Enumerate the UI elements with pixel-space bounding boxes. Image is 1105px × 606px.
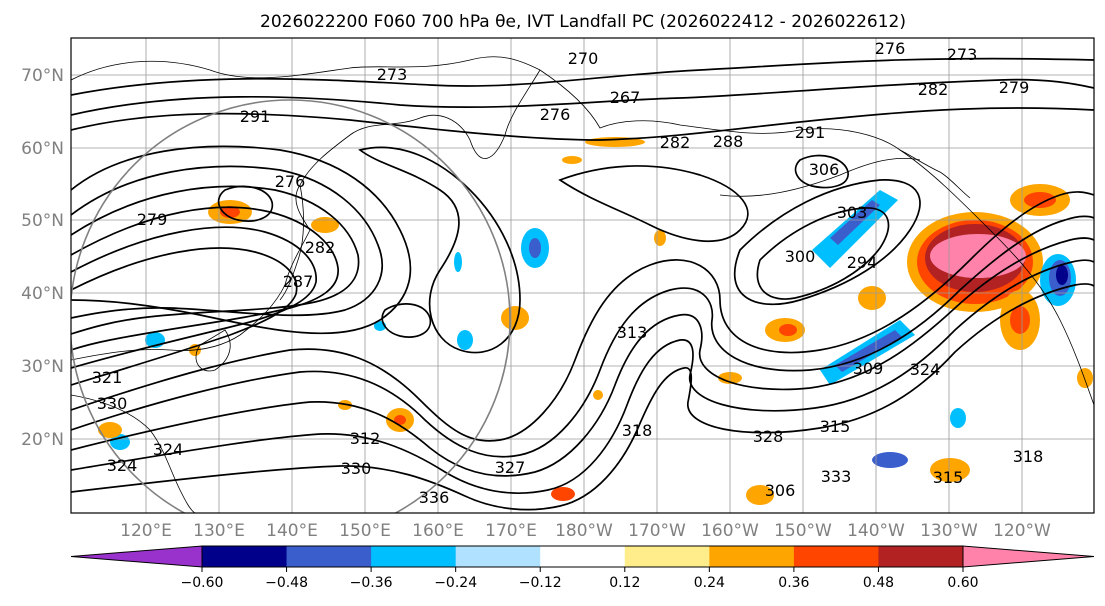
contour-label: 315 bbox=[820, 417, 851, 436]
colorbar-cell bbox=[371, 546, 457, 567]
lon-label: 120°W bbox=[993, 521, 1051, 541]
lat-label: 30°N bbox=[21, 357, 64, 377]
colorbar: −0.60 −0.48 −0.36 −0.24 −0.12 0.12 0.24 0.36 0.4… bbox=[70, 545, 1095, 591]
contour-label: 288 bbox=[713, 132, 744, 151]
contour-label: 276 bbox=[540, 105, 571, 124]
colorbar-border bbox=[201, 545, 964, 568]
lon-label: 160°E bbox=[412, 521, 464, 541]
lon-label: 140°E bbox=[266, 521, 318, 541]
colorbar-extend-high bbox=[962, 545, 1095, 568]
contour-label: 282 bbox=[660, 133, 691, 152]
colorbar-cell bbox=[202, 546, 288, 567]
contour-label: 279 bbox=[137, 210, 168, 229]
contour-label: 279 bbox=[999, 78, 1030, 97]
contour-label: 327 bbox=[495, 458, 526, 477]
colorbar-ticks: −0.60 −0.48 −0.36 −0.24 −0.12 0.12 0.24 0.36 0.4… bbox=[181, 567, 979, 591]
contour-label: 324 bbox=[153, 440, 184, 459]
lat-label: 60°N bbox=[21, 139, 64, 159]
contour-label: 333 bbox=[821, 467, 852, 486]
contour-labels: 270 273 276 273 279 267 276 282 291 282 … bbox=[92, 39, 1044, 507]
contour-label: 267 bbox=[610, 88, 641, 107]
lon-label: 160°W bbox=[701, 521, 759, 541]
colorbar-tick-label: 0.60 bbox=[947, 575, 978, 591]
contour-label: 282 bbox=[305, 238, 336, 257]
colorbar-tick-label: −0.12 bbox=[519, 575, 562, 591]
contour-label: 315 bbox=[933, 468, 964, 487]
lat-label: 50°N bbox=[21, 211, 64, 231]
contour-label: 324 bbox=[910, 360, 941, 379]
lon-label: 180°W bbox=[555, 521, 613, 541]
colorbar-cell bbox=[793, 546, 879, 567]
coastlines bbox=[71, 56, 1094, 513]
lat-label: 20°N bbox=[21, 430, 64, 450]
contour-label: 313 bbox=[617, 323, 648, 342]
contour-label: 330 bbox=[97, 394, 128, 413]
map-frame bbox=[70, 37, 1095, 514]
lat-label: 40°N bbox=[21, 284, 64, 304]
lon-label: 120°E bbox=[120, 521, 172, 541]
colorbar-tick-label: −0.36 bbox=[350, 575, 393, 591]
lon-label: 150°E bbox=[339, 521, 391, 541]
contour-label: 321 bbox=[92, 368, 123, 387]
lon-label: 140°W bbox=[847, 521, 905, 541]
contour-label: 330 bbox=[341, 459, 372, 478]
map-title: 2026022200 F060 700 hPa θe, IVT Landfall… bbox=[260, 12, 906, 32]
theta-e-contours bbox=[71, 57, 1094, 511]
latitude-labels: 70°N 60°N 50°N 40°N 30°N 20°N bbox=[21, 66, 64, 450]
colorbar-cell bbox=[455, 546, 541, 567]
contour-label: 287 bbox=[283, 272, 314, 291]
contour-label: 300 bbox=[785, 247, 816, 266]
contour-label: 276 bbox=[875, 39, 906, 58]
colorbar-tick-label: 0.24 bbox=[694, 575, 725, 591]
contour-label: 303 bbox=[837, 203, 868, 222]
contour-label: 318 bbox=[622, 421, 653, 440]
contour-label: 312 bbox=[350, 429, 381, 448]
lon-label: 130°W bbox=[920, 521, 978, 541]
contour-label: 318 bbox=[1013, 447, 1044, 466]
longitude-labels: 120°E 130°E 140°E 150°E 160°E 170°E 180°… bbox=[120, 521, 1051, 541]
colorbar-tick-label: 0.36 bbox=[778, 575, 809, 591]
colorbar-extend-low bbox=[70, 545, 203, 568]
colorbar-cell bbox=[624, 546, 710, 567]
contour-label: 291 bbox=[795, 123, 826, 142]
colorbar-cell bbox=[878, 546, 964, 567]
contour-label: 336 bbox=[419, 488, 450, 507]
colorbar-tick-label: 0.48 bbox=[863, 575, 894, 591]
colorbar-tick-label: −0.24 bbox=[434, 575, 477, 591]
colorbar-cells bbox=[70, 545, 1095, 568]
contour-label: 306 bbox=[765, 481, 796, 500]
colorbar-tick-label: −0.60 bbox=[181, 575, 224, 591]
contour-label: 291 bbox=[240, 107, 271, 126]
colorbar-cell bbox=[286, 546, 372, 567]
reference-circle bbox=[71, 99, 511, 513]
colorbar-cell bbox=[540, 546, 626, 567]
contour-label: 309 bbox=[853, 359, 884, 378]
map-panel: 270 273 276 273 279 267 276 282 291 282 … bbox=[71, 38, 1094, 513]
lon-label: 150°W bbox=[774, 521, 832, 541]
contour-label: 270 bbox=[568, 49, 599, 68]
contour-label: 328 bbox=[753, 427, 784, 446]
contour-label: 306 bbox=[809, 160, 840, 179]
contour-label: 282 bbox=[918, 80, 949, 99]
colorbar-cell bbox=[709, 546, 795, 567]
contour-label: 273 bbox=[377, 65, 408, 84]
lon-label: 130°E bbox=[193, 521, 245, 541]
colorbar-tick-label: 0.12 bbox=[609, 575, 640, 591]
contour-label: 273 bbox=[947, 45, 978, 64]
contour-label: 276 bbox=[275, 172, 306, 191]
colorbar-tick-label: −0.48 bbox=[265, 575, 308, 591]
lat-label: 70°N bbox=[21, 66, 64, 86]
lon-label: 170°W bbox=[628, 521, 686, 541]
lon-label: 170°E bbox=[485, 521, 537, 541]
contour-label: 294 bbox=[847, 253, 878, 272]
contour-label: 324 bbox=[107, 456, 138, 475]
